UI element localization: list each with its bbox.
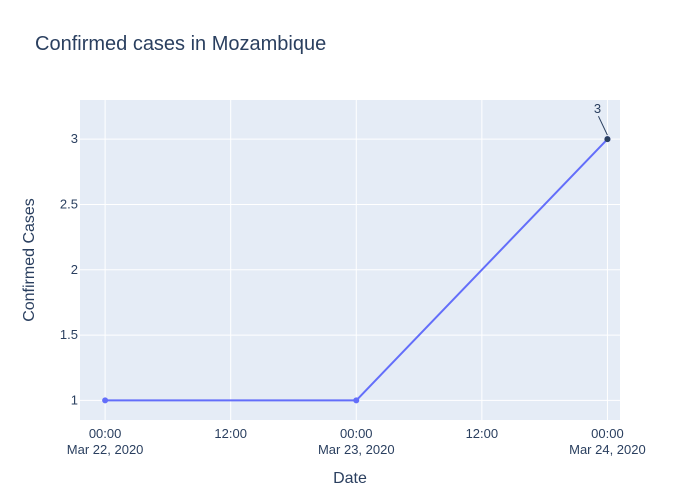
y-tick-label: 2.5 [60, 196, 78, 211]
data-point [353, 397, 360, 404]
annotation-label: 3 [594, 101, 601, 116]
chart-title: Confirmed cases in Mozambique [35, 33, 326, 55]
x-tick-label: 00:00 [340, 426, 373, 441]
y-tick-label: 1 [71, 392, 78, 407]
x-tick-label: 00:00 [89, 426, 122, 441]
y-tick-label: 2 [71, 262, 78, 277]
plot-area [80, 100, 620, 420]
y-tick-label: 1.5 [60, 327, 78, 342]
annotation-marker [604, 136, 611, 143]
annotation-arrow [597, 115, 608, 136]
x-tick-label: 12:00 [466, 426, 499, 441]
x-tick-date-label: Mar 23, 2020 [318, 442, 395, 457]
y-axis-title: Confirmed Cases [21, 198, 38, 322]
x-tick-label: 12:00 [214, 426, 247, 441]
x-tick-date-label: Mar 24, 2020 [569, 442, 646, 457]
y-tick-label: 3 [71, 131, 78, 146]
series-layer [102, 136, 611, 404]
x-axis-title: Date [333, 470, 367, 487]
data-point [102, 397, 109, 404]
annotation-layer: 3 [594, 101, 611, 143]
y-tick-labels: 1 1.5 2 2.5 3 [60, 131, 78, 407]
x-tick-label: 00:00 [591, 426, 624, 441]
x-tick-date-label: Mar 22, 2020 [67, 442, 144, 457]
